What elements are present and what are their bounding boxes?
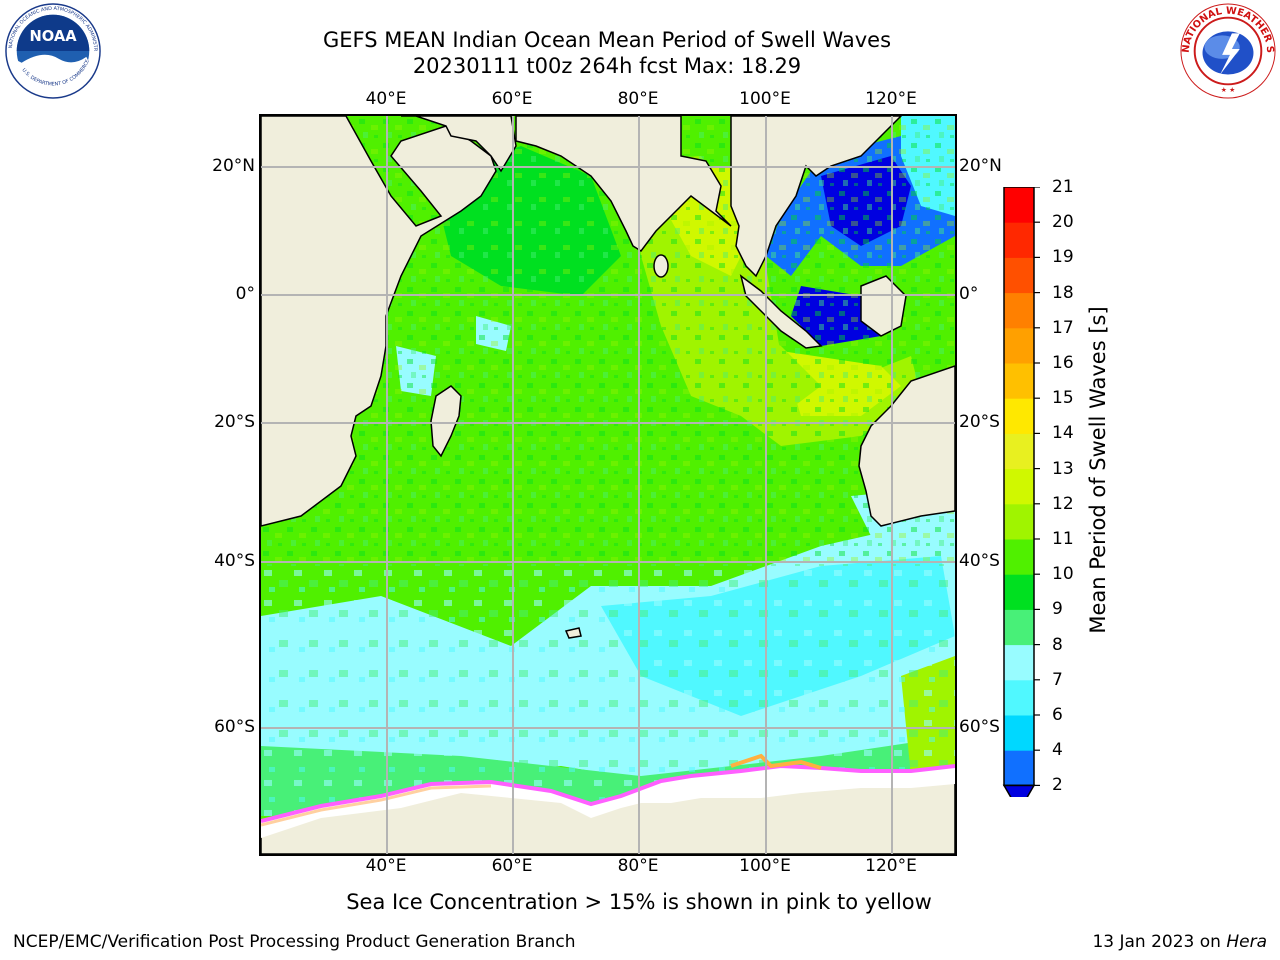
colorbar-tick-label: 20	[1052, 212, 1074, 233]
colorbar-extend-arrow	[1002, 784, 1036, 797]
lat-label-left-20n: 20°N	[212, 156, 255, 176]
colorbar-tick-label: 8	[1052, 634, 1063, 655]
india-land	[515, 115, 732, 253]
sri-lanka-land	[653, 254, 669, 278]
colorbar-bin	[1004, 539, 1034, 575]
lat-label-left-60s: 60°S	[214, 717, 255, 737]
lon-label-top-40e: 40°E	[365, 89, 407, 109]
colorbar-tick-label: 12	[1052, 493, 1074, 514]
lat-label-right-40s: 40°S	[959, 551, 1000, 571]
lon-label-bottom-100e: 100°E	[739, 856, 791, 876]
colorbar-bin	[1004, 327, 1034, 364]
footer-date: 13 Jan 2023 on Hera	[1092, 932, 1267, 952]
map-title: GEFS MEAN Indian Ocean Mean Period of Sw…	[322, 28, 892, 52]
lon-label-bottom-40e: 40°E	[365, 856, 407, 876]
colorbar-bin	[1004, 187, 1034, 223]
nws-logo-icon: NATIONAL WEATHER SERVICE ★ ★	[1175, 2, 1276, 99]
lon-label-bottom-60e: 60°E	[491, 856, 533, 876]
southeast-asia-land	[730, 115, 903, 278]
noaa-logo-text: NOAA	[29, 28, 77, 45]
map-subtitle: 20230111 t00z 264h fcst Max: 18.29	[412, 54, 802, 78]
colorbar-bin	[1004, 257, 1034, 294]
colorbar-bin	[1004, 750, 1034, 786]
noaa-logo-icon: NOAA NATIONAL OCEANIC AND ATMOSPHERIC AD…	[2, 2, 101, 99]
colorbar-tick-label: 6	[1052, 705, 1063, 725]
colorbar-tick-label: 16	[1052, 353, 1074, 373]
lat-label-right-60s: 60°S	[959, 717, 1000, 737]
map-canvas	[260, 115, 956, 855]
sea-ice	[260, 753, 956, 838]
colorbar-bin	[1004, 222, 1034, 258]
lat-label-right-0: 0°	[959, 284, 979, 304]
colorbar-tick-label: 9	[1052, 599, 1063, 620]
colorbar-bin	[1004, 363, 1034, 399]
kerguelen-land	[564, 627, 582, 639]
lon-label-top-60e: 60°E	[491, 89, 533, 109]
colorbar-bin	[1004, 433, 1034, 470]
colorbar-tick-label: 10	[1052, 564, 1074, 585]
colorbar-bin	[1004, 609, 1034, 646]
colorbar-bin	[1004, 715, 1034, 751]
colorbar-bin	[1004, 574, 1034, 610]
sea-ice-note-text: Sea Ice Concentration > 15% is shown in …	[346, 890, 932, 914]
sea-ice-note: Sea Ice Concentration > 15% is shown in …	[0, 890, 1280, 914]
colorbar-tick-label: 17	[1052, 317, 1074, 338]
colorbar-bin	[1004, 292, 1034, 329]
map-frame	[259, 114, 957, 856]
colorbar-tick-label: 18	[1052, 282, 1074, 303]
australia-land	[858, 364, 956, 527]
lat-label-right-20s: 20°S	[959, 412, 1000, 432]
colorbar-tick-label: 15	[1052, 388, 1074, 409]
lat-label-left-20s: 20°S	[214, 412, 255, 432]
colorbar-bin	[1004, 468, 1034, 505]
lon-label-bottom-120e: 120°E	[865, 856, 917, 876]
colorbar-bin	[1004, 679, 1034, 716]
colorbar-tick-label: 2	[1052, 775, 1063, 796]
colorbar-tick-label: 21	[1052, 177, 1074, 197]
lat-label-left-0: 0°	[235, 284, 255, 304]
lon-label-top-120e: 120°E	[865, 89, 917, 109]
colorbar	[1002, 187, 1040, 797]
lat-label-left-40s: 40°S	[214, 551, 255, 571]
gridlines	[261, 116, 955, 854]
footer-date-text: 13 Jan 2023 on	[1092, 932, 1227, 952]
colorbar-tick-label: 4	[1052, 740, 1063, 761]
colorbar-tick-label: 19	[1052, 247, 1074, 268]
colorbar-tick-label: 14	[1052, 423, 1074, 444]
colorbar-bin	[1004, 398, 1034, 434]
colorbar-label: Mean Period of Swell Waves [s]	[1086, 306, 1110, 634]
colorbar-tick-label: 13	[1052, 458, 1074, 479]
colorbar-tick-label: 7	[1052, 669, 1063, 690]
svg-text:★ ★: ★ ★	[1221, 86, 1235, 94]
lon-label-top-100e: 100°E	[739, 89, 791, 109]
colorbar-bin	[1004, 503, 1034, 540]
colorbar-tick-label: 11	[1052, 529, 1074, 549]
madagascar-land	[430, 385, 462, 458]
colorbar-outline	[1003, 187, 1035, 787]
colorbar-bin	[1004, 644, 1034, 681]
footer-credit: NCEP/EMC/Verification Post Processing Pr…	[13, 932, 576, 952]
lat-label-right-20n: 20°N	[959, 156, 1002, 176]
borneo-land	[860, 275, 907, 337]
lon-label-bottom-80e: 80°E	[617, 856, 659, 876]
footer-host: Hera	[1226, 932, 1267, 952]
lon-label-top-80e: 80°E	[617, 89, 659, 109]
